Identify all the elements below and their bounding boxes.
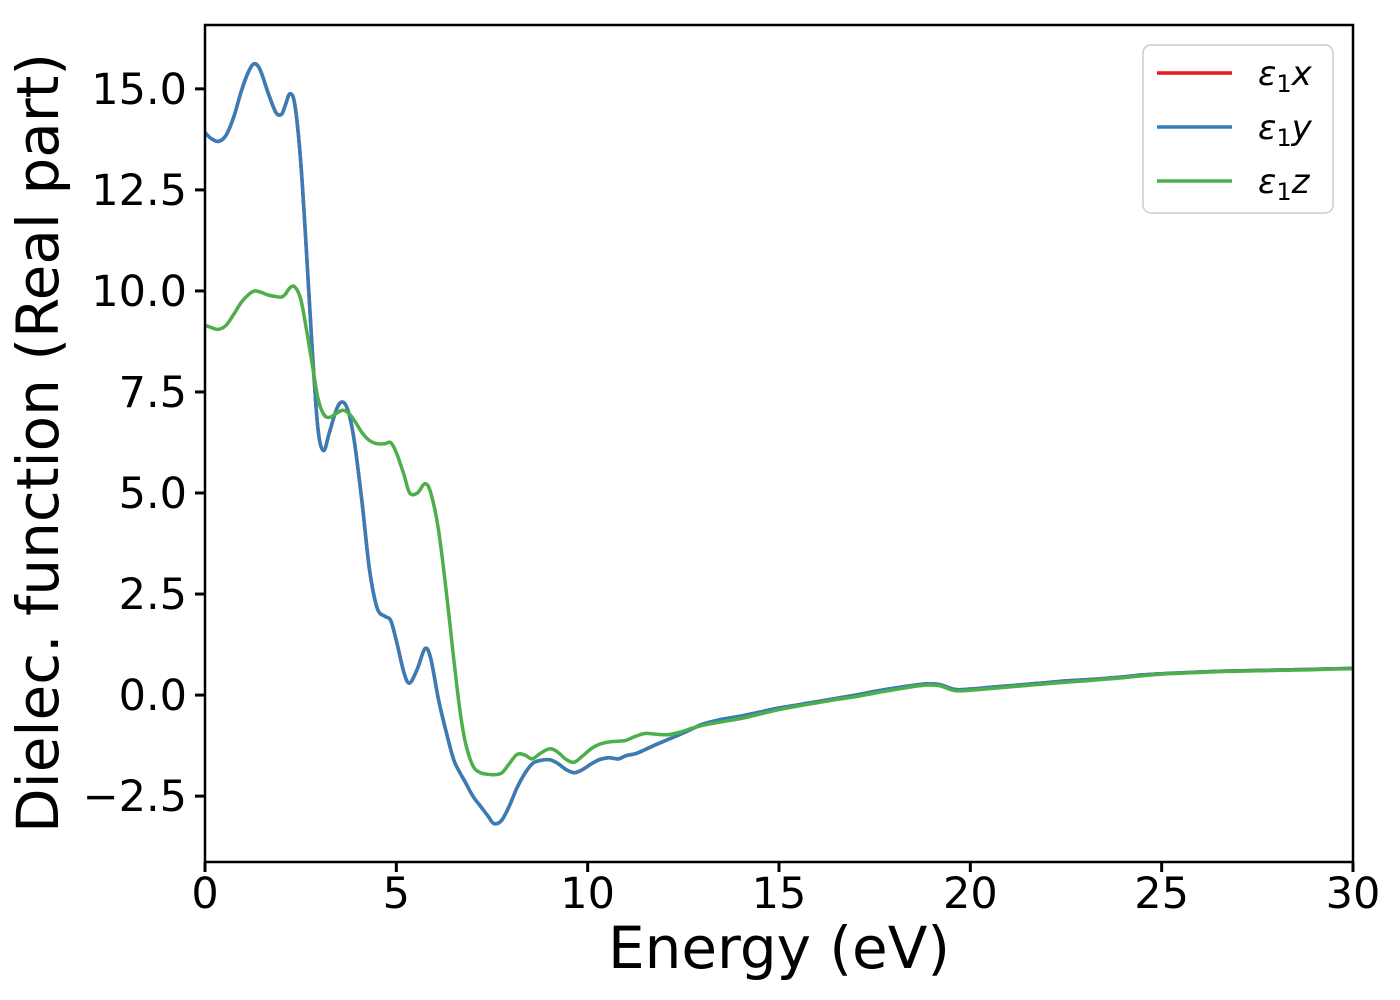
legend-box [1142,44,1334,214]
x-tick-label: 20 [943,869,998,919]
curve-eps1z [205,284,1353,777]
x-tick-label: 10 [560,869,615,919]
y-tick-label: 2.5 [119,570,187,620]
plot-lines [205,62,1353,826]
legend-label-eps1x: ε1x [1258,54,1313,98]
y-tick-label: 5.0 [119,469,187,519]
y-tick-label: 12.5 [91,166,187,216]
y-tick-label: 10.0 [91,267,187,317]
x-axis-ticks: 0 5 10 15 20 25 30 [191,862,1380,919]
x-tick-label: 30 [1326,869,1381,919]
y-axis-label: Dielec. function (Real part) [4,53,72,833]
legend-label-eps1z: ε1z [1258,162,1311,206]
x-axis-label: Energy (eV) [608,914,950,982]
y-tick-label: 7.5 [119,368,187,418]
legend: ε1x ε1y ε1z [1142,44,1334,214]
x-tick-label: 25 [1134,869,1189,919]
x-tick-label: 0 [191,869,218,919]
y-tick-label: 0.0 [119,671,187,721]
x-tick-label: 15 [752,869,807,919]
y-tick-label: −2.5 [83,772,187,822]
x-tick-label: 5 [383,869,410,919]
y-axis-ticks: −2.5 0.0 2.5 5.0 7.5 10.0 12.5 15.0 [83,65,205,822]
legend-label-eps1y: ε1y [1258,108,1313,152]
y-tick-label: 15.0 [91,65,187,115]
